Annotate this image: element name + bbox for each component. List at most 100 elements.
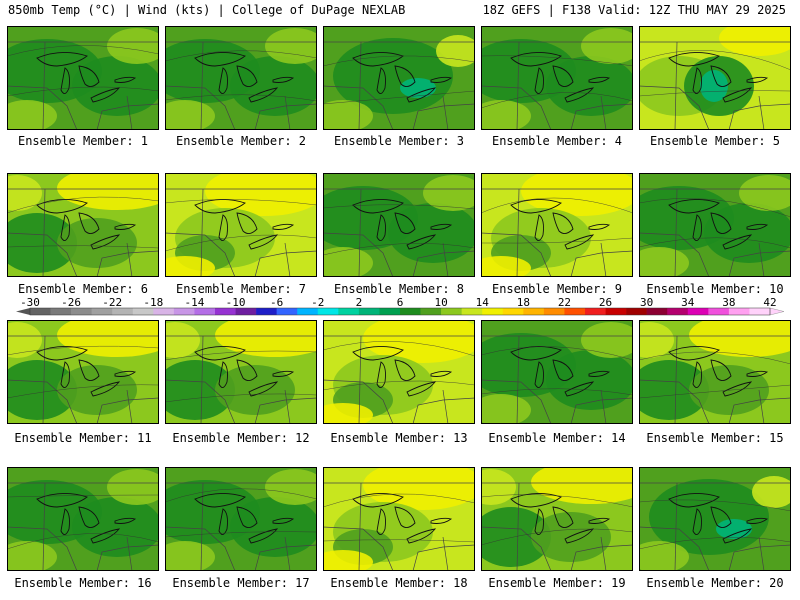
colorbar-swatch (605, 308, 627, 315)
colorbar-tick-label: 38 (722, 296, 735, 309)
ensemble-member-label: Ensemble Member: 2 (175, 134, 307, 148)
colorbar-tick-label: 14 (476, 296, 490, 309)
colorbar-swatch (297, 308, 319, 315)
colorbar-swatch (441, 308, 462, 315)
colorbar-swatch (502, 308, 524, 315)
colorbar-swatch (400, 308, 421, 315)
colorbar-swatch (132, 308, 154, 315)
colorbar-tick-label: -30 (20, 296, 40, 309)
colorbar-left-arrow (16, 308, 30, 315)
colorbar-swatch (420, 308, 442, 315)
great-lakes-outline (194, 52, 295, 103)
ensemble-member-label: Ensemble Member: 10 (646, 282, 784, 296)
ensemble-member-label: Ensemble Member: 18 (330, 576, 468, 590)
colorbar-swatch (482, 308, 504, 315)
ensemble-map-panel (323, 173, 475, 277)
ensemble-map-panel (165, 26, 317, 130)
colorbar-tick-label: 18 (517, 296, 530, 309)
great-lakes-outline (668, 199, 769, 250)
state-borders (481, 335, 633, 424)
colorbar-tick-label: 26 (599, 296, 612, 309)
contour-lines (323, 55, 475, 105)
great-lakes-outline (36, 52, 137, 103)
member-map (639, 467, 791, 571)
member-map (639, 320, 791, 424)
great-lakes-outline (352, 346, 453, 397)
ensemble-map-panel (639, 173, 791, 277)
colorbar-tick-label: 22 (558, 296, 571, 309)
member-map (323, 173, 475, 277)
great-lakes-outline (352, 199, 453, 250)
ensemble-member-label: Ensemble Member: 16 (14, 576, 152, 590)
ensemble-map-panel (481, 320, 633, 424)
contour-lines (639, 198, 791, 249)
temperature-colorbar: -30 -26 -22 -18 -14 -10 -6 -2 2 6 10 14 18 22 26 30 34 38… (0, 296, 800, 320)
colorbar-swatch (728, 308, 750, 315)
state-borders (165, 41, 317, 130)
colorbar-tick-label: -6 (270, 296, 283, 309)
state-borders (639, 41, 791, 130)
state-borders (165, 188, 317, 277)
contour-lines (7, 196, 159, 249)
contour-lines (639, 50, 791, 97)
contour-lines (323, 204, 475, 256)
colorbar-tick-label: -18 (143, 296, 163, 309)
colorbar-swatch (626, 308, 647, 315)
member-map (165, 173, 317, 277)
colorbar-swatch (30, 308, 51, 315)
member-map (323, 467, 475, 571)
contour-lines (165, 50, 317, 102)
ensemble-member-label: Ensemble Member: 6 (17, 282, 149, 296)
contour-lines (7, 494, 159, 550)
colorbar-swatch (543, 308, 565, 315)
member-map (481, 173, 633, 277)
colorbar-swatch (338, 308, 360, 315)
great-lakes-outline (510, 346, 611, 397)
ensemble-map-panel (639, 467, 791, 571)
ensemble-map-panel (165, 320, 317, 424)
contour-lines (165, 199, 317, 252)
ensemble-map-panel (323, 26, 475, 130)
colorbar-tick-label: 42 (763, 296, 776, 309)
ensemble-member-label: Ensemble Member: 11 (14, 431, 152, 445)
ensemble-member-label: Ensemble Member: 15 (646, 431, 784, 445)
state-borders (323, 335, 475, 424)
member-map (323, 26, 475, 130)
contour-lines (481, 55, 633, 109)
state-borders (7, 482, 159, 571)
contour-lines (323, 341, 475, 391)
contour-lines (481, 197, 633, 244)
colorbar-tick-label: -22 (102, 296, 122, 309)
colorbar-swatch (667, 308, 689, 315)
member-map (481, 467, 633, 571)
colorbar-swatch (71, 308, 92, 315)
state-borders (165, 482, 317, 571)
colorbar-swatch (112, 308, 134, 315)
colorbar-scale: -30 -26 -22 -18 -14 -10 -6 -2 2 6 10 14 18 22 26 30 34 38… (16, 296, 785, 316)
great-lakes-outline (510, 52, 611, 103)
great-lakes-outline (194, 493, 295, 544)
member-map (7, 26, 159, 130)
colorbar-right-arrow (769, 307, 785, 316)
colorbar-swatch (708, 308, 730, 315)
colorbar-swatch (379, 308, 401, 315)
member-map (639, 26, 791, 130)
ensemble-member-label: Ensemble Member: 7 (175, 282, 307, 296)
colorbar-tick-label: 10 (434, 296, 447, 309)
contour-lines (7, 345, 159, 399)
member-map (7, 320, 159, 424)
state-borders (639, 335, 791, 424)
great-lakes-outline (668, 346, 769, 397)
ensemble-map-panel (323, 320, 475, 424)
colorbar-swatch (749, 308, 771, 315)
ensemble-member-label: Ensemble Member: 14 (488, 431, 626, 445)
ensemble-map-panel (7, 320, 159, 424)
great-lakes-outline (36, 346, 137, 397)
ensemble-map-panel (7, 467, 159, 571)
ensemble-member-label: Ensemble Member: 3 (333, 134, 465, 148)
great-lakes-outline (352, 52, 453, 103)
colorbar-swatch (585, 308, 606, 315)
contour-lines (165, 350, 317, 403)
colorbar-swatch (317, 308, 339, 315)
ensemble-member-label: Ensemble Member: 12 (172, 431, 310, 445)
